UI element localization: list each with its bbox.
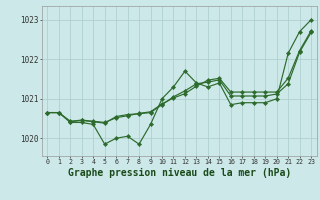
X-axis label: Graphe pression niveau de la mer (hPa): Graphe pression niveau de la mer (hPa) xyxy=(68,168,291,178)
